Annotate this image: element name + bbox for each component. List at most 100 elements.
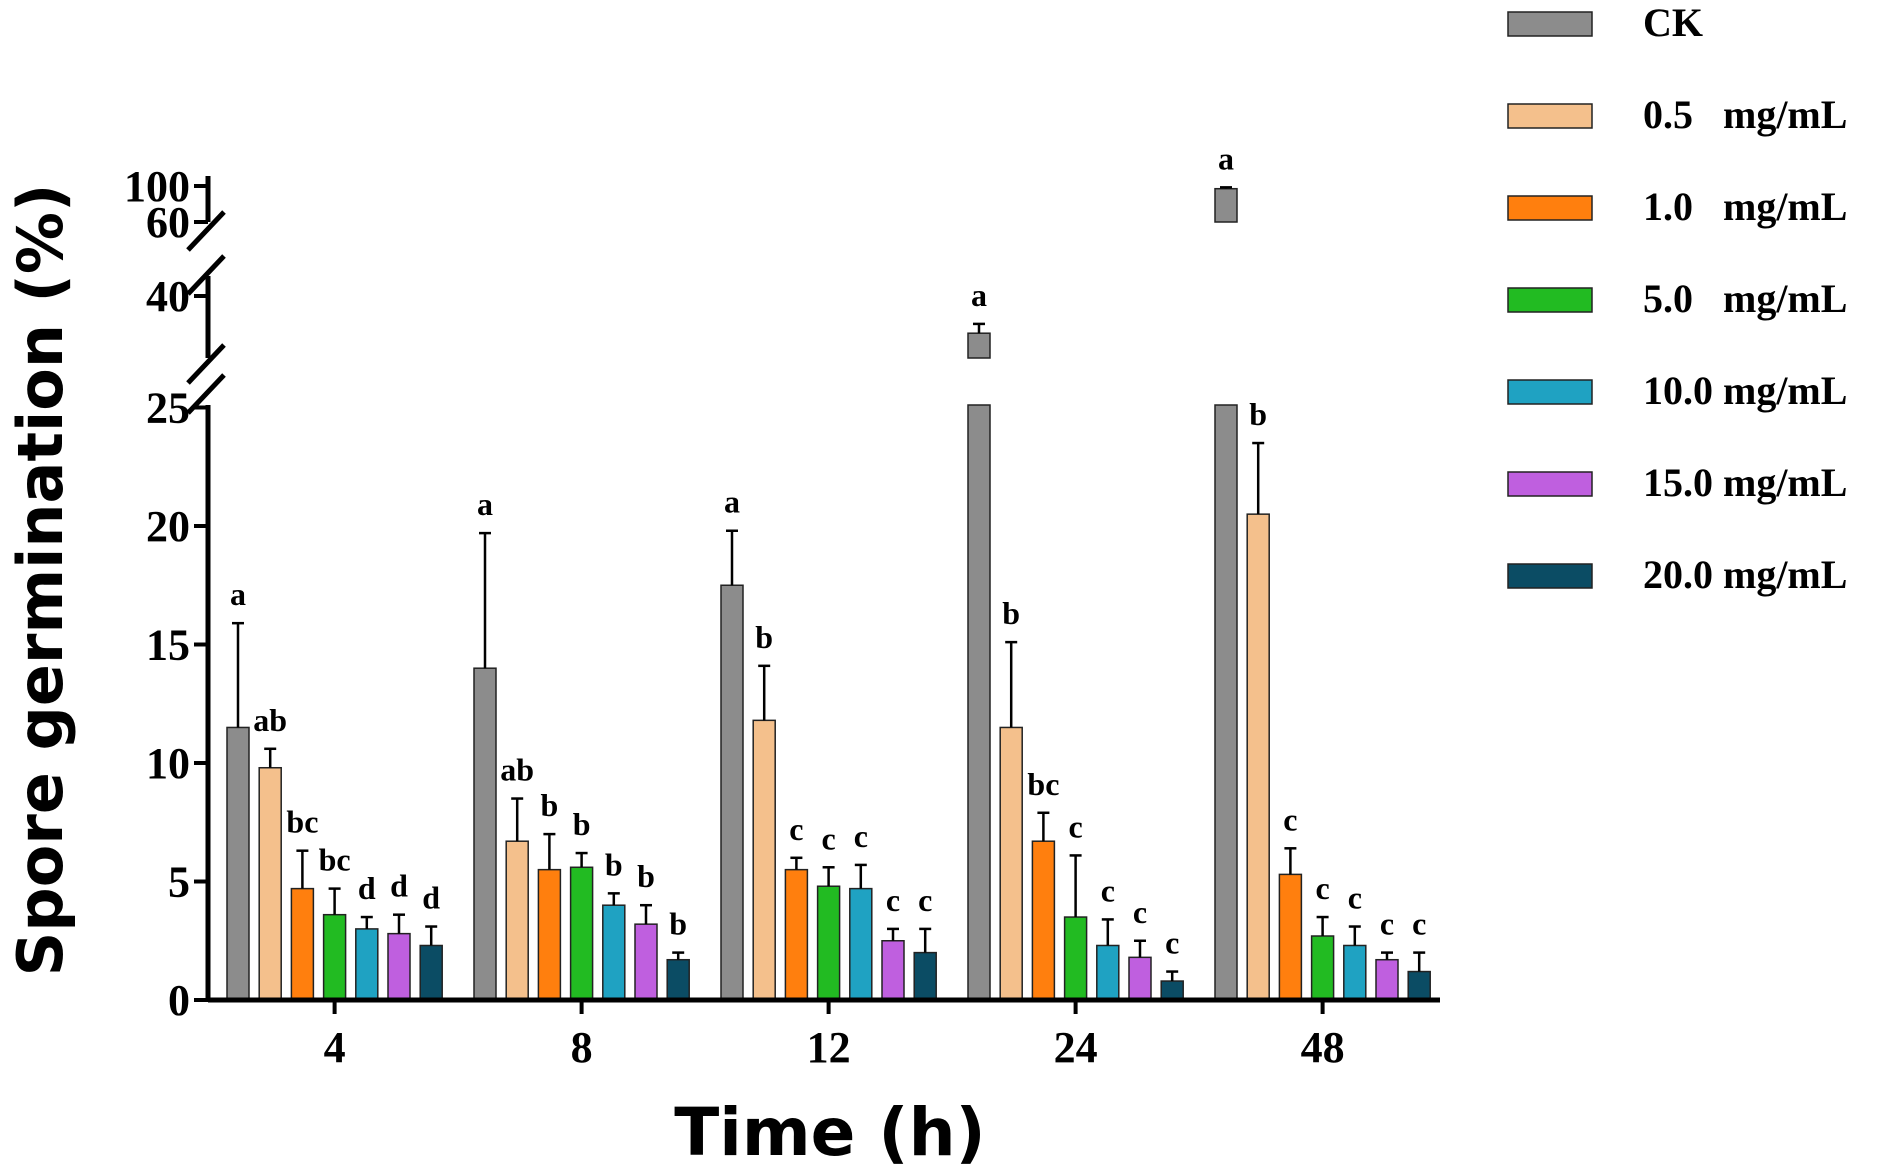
x-axis-title: Time (h): [674, 1094, 985, 1171]
sig-label-c4-5: d: [358, 870, 376, 906]
sig-label-c8-6: b: [637, 858, 655, 894]
bar-c12-1: [720, 584, 744, 1001]
bar-c12-4: [816, 885, 841, 1001]
bar-c24-5: [1096, 944, 1120, 1001]
bar-c48-7: [1407, 970, 1431, 1001]
sig-label-c4-4: bc: [319, 842, 351, 878]
bar-c8-1: [473, 667, 497, 1001]
x-tick-label-4: 4: [324, 1023, 346, 1072]
sig-label-c4-3: bc: [286, 804, 318, 840]
bar-c4-2: [258, 766, 282, 1001]
legend-label-1: CK: [1643, 0, 1703, 45]
sig-label-c48-3: c: [1283, 801, 1297, 837]
sig-label-c24-4: c: [1068, 808, 1082, 844]
y-tick-label-20: 20: [146, 502, 190, 551]
legend-label-3: 1.0 mg/mL: [1643, 184, 1847, 229]
bar-c12-5: [849, 887, 873, 1001]
y-tick-label-0: 0: [168, 976, 190, 1025]
legend-swatch-6: [1507, 471, 1593, 497]
y-tick-label-40: 40: [146, 272, 190, 321]
sig-label-c4-7: d: [422, 880, 440, 916]
x-tick-label-8: 8: [571, 1023, 593, 1072]
bar-c8-2: [505, 840, 529, 1001]
bar-c4-7: [419, 944, 443, 1001]
sig-label-c4-2: ab: [253, 702, 287, 738]
bar-c8-3: [537, 868, 562, 1001]
sig-label-c4-6: d: [390, 868, 408, 904]
bar-c8-5: [602, 904, 626, 1001]
bar-c8-4: [569, 866, 594, 1001]
y-tick-label-10: 10: [146, 739, 190, 788]
bar-upper-c48-1: [1214, 187, 1238, 223]
legend-swatch-7: [1507, 563, 1593, 589]
error-bars-layer: [232, 186, 1426, 982]
bar-c24-6: [1128, 956, 1152, 1001]
bar-c24-3: [1031, 840, 1056, 1001]
break-mark-4: [186, 210, 226, 252]
sig-label-c12-1: a: [724, 484, 740, 520]
bar-c4-5: [355, 928, 379, 1001]
bar-c24-4: [1063, 916, 1088, 1001]
bar-c4-1: [226, 726, 250, 1001]
bar-c12-6: [881, 940, 905, 1001]
sig-label-c12-3: c: [789, 811, 803, 847]
bar-c48-6: [1375, 958, 1399, 1001]
sig-label-c4-1: a: [230, 576, 246, 612]
legend-swatch-3: [1507, 195, 1593, 221]
y-tick-label-25: 25: [146, 384, 190, 433]
sig-label-c24-7: c: [1165, 925, 1179, 961]
break-mark-2: [186, 343, 226, 385]
sig-label-c12-7: c: [918, 882, 932, 918]
bar-c48-2: [1246, 513, 1270, 1001]
legend-label-4: 5.0 mg/mL: [1643, 276, 1847, 321]
bar-c12-7: [913, 951, 937, 1001]
y-tick-label-5: 5: [168, 858, 190, 907]
legend-swatch-1: [1507, 11, 1593, 37]
bar-c48-3: [1278, 873, 1303, 1001]
sig-label-c48-1: a: [1218, 140, 1234, 176]
sig-label-c24-2: b: [1002, 595, 1020, 631]
sig-label-c12-6: c: [886, 882, 900, 918]
bar-c48-1: [1214, 404, 1238, 1001]
bars-layer: [226, 187, 1431, 1001]
sig-label-c48-6: c: [1380, 906, 1394, 942]
bar-c12-3: [784, 868, 809, 1001]
sig-label-c24-5: c: [1101, 872, 1115, 908]
legend-label-7: 20.0 mg/mL: [1643, 552, 1847, 597]
sig-label-c8-5: b: [605, 846, 623, 882]
legend: CK 0.5 mg/mL 1.0 mg/mL 5.0 mg/mL 10.0 mg/mL 1…: [1507, 0, 1847, 597]
legend-label-6: 15.0 mg/mL: [1643, 460, 1847, 505]
legend-swatch-2: [1507, 103, 1593, 129]
y-axis-title: Spore germination (%): [4, 184, 77, 977]
sig-label-c48-4: c: [1315, 870, 1329, 906]
bar-upper-c24-1: [967, 332, 991, 359]
bar-c12-2: [752, 719, 776, 1001]
bar-c4-4: [322, 913, 347, 1001]
bar-c24-1: [967, 404, 991, 1001]
sig-label-c8-1: a: [477, 486, 493, 522]
x-tick-label-48: 48: [1301, 1023, 1345, 1072]
sig-label-c8-4: b: [573, 806, 591, 842]
legend-swatch-4: [1507, 287, 1593, 313]
sig-label-c48-5: c: [1348, 880, 1362, 916]
y-tick-label-60: 60: [146, 198, 190, 247]
bar-c4-6: [387, 932, 411, 1001]
bar-c8-7: [666, 958, 690, 1001]
legend-swatch-5: [1507, 379, 1593, 405]
legend-label-5: 10.0 mg/mL: [1643, 368, 1847, 413]
sig-label-c8-3: b: [541, 787, 559, 823]
y-tick-label-15: 15: [146, 621, 190, 670]
bar-c48-5: [1343, 944, 1367, 1001]
sig-label-c12-2: b: [755, 619, 773, 655]
sig-label-c24-1: a: [971, 277, 987, 313]
sig-label-c12-4: c: [821, 820, 835, 856]
sig-label-c24-3: bc: [1027, 766, 1059, 802]
sig-label-c8-2: ab: [500, 752, 534, 788]
x-tick-label-12: 12: [807, 1023, 851, 1072]
y-tick-label-100: 100: [124, 162, 190, 211]
x-tick-label-24: 24: [1054, 1023, 1098, 1072]
sig-label-c8-7: b: [669, 906, 687, 942]
